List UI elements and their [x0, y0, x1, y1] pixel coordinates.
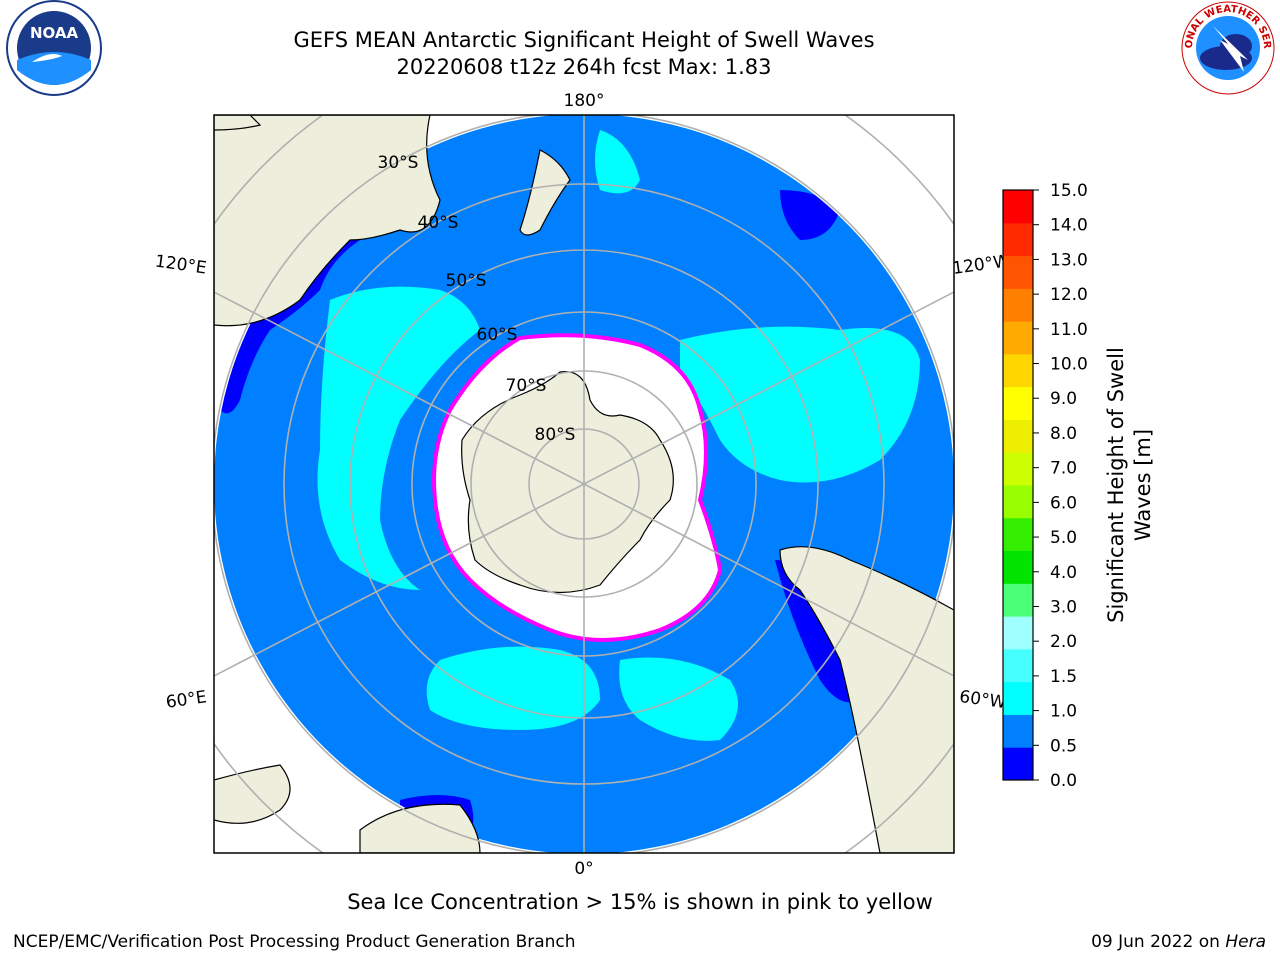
colorbar-swatch [1003, 517, 1033, 552]
date-text: 09 Jun 2022 on Hera [1091, 932, 1266, 952]
map-frame [213, 114, 955, 854]
colorbar-swatch [1003, 648, 1033, 683]
date-value: 09 Jun 2022 on [1091, 932, 1226, 952]
lat-label-40s: 40°S [418, 213, 459, 233]
south-america [779, 546, 954, 853]
colorbar-swatch [1003, 288, 1033, 322]
lat-label-70s: 70°S [506, 376, 547, 396]
colorbar-swatch [1003, 321, 1033, 355]
new-zealand [519, 149, 571, 236]
colorbar-tick-label: 15.0 [1050, 181, 1088, 201]
colorbar-swatch [1003, 714, 1033, 748]
colorbar-tick-label: 14.0 [1050, 216, 1088, 236]
lon-label-60w: 60°W [958, 687, 1007, 713]
colorbar-tick-label: 5.0 [1050, 528, 1077, 548]
colorbar-swatch [1003, 616, 1033, 650]
colorbar-frame [1002, 189, 1034, 781]
colorbar-tick-label: 1.0 [1050, 702, 1077, 722]
lon-label-60e: 60°E [165, 687, 208, 712]
landmasses [214, 115, 954, 853]
lat-label-50s: 50°S [446, 271, 487, 291]
colorbar-tick-label: 6.0 [1050, 493, 1077, 513]
colorbar-tick-label: 4.0 [1050, 563, 1077, 583]
lat-label-30s: 30°S [378, 153, 419, 173]
colorbar-swatch [1003, 255, 1033, 289]
machine-name: Hera [1225, 932, 1266, 952]
colorbar-tick-label: 9.0 [1050, 389, 1077, 409]
lon-label-0: 0° [574, 859, 593, 879]
colorbar: 15.0 14.0 13.0 12.0 11.0 10.0 9.0 8.0 7.0 6.0 5.0 4… [1002, 181, 1088, 791]
australia [214, 115, 441, 327]
colorbar-swatch [1003, 190, 1033, 224]
longitude-grid [214, 115, 954, 853]
colorbar-swatch [1003, 550, 1033, 584]
colorbar-tick-label: 11.0 [1050, 320, 1088, 340]
colorbar-tick-label: 12.0 [1050, 285, 1088, 305]
colorbar-swatch [1003, 222, 1033, 257]
colorbar-swatch [1003, 747, 1033, 781]
noaa-logo-text: NOAA [30, 24, 79, 42]
africa [214, 764, 481, 853]
colorbar-swatch [1003, 386, 1033, 420]
noaa-logo-icon: NOAA [6, 0, 102, 96]
colorbar-tick-label: 1.5 [1050, 667, 1077, 687]
antarctica [461, 370, 674, 594]
colorbar-label-line1: Significant Height of Swell [1104, 347, 1128, 623]
lat-label-80s: 80°S [535, 425, 576, 445]
antarctic-top-left-land [214, 115, 262, 131]
colorbar-tick-label: 2.0 [1050, 632, 1077, 652]
colorbar-swatch [1003, 583, 1033, 617]
colorbar-tick-label: 0.5 [1050, 736, 1077, 756]
lon-label-180: 180° [564, 91, 605, 111]
colorbar-tick-label: 10.0 [1050, 355, 1088, 375]
colorbar-swatch [1003, 681, 1033, 715]
nws-logo-icon: NATIONAL WEATHER SERVICE [1178, 0, 1275, 95]
chart-subtitle: 20220608 t12z 264h fcst Max: 1.83 [396, 55, 772, 79]
colorbar-tick-label: 3.0 [1050, 597, 1077, 617]
sea-ice-note: Sea Ice Concentration > 15% is shown in … [347, 890, 933, 914]
colorbar-tick-label: 13.0 [1050, 250, 1088, 270]
colorbar-tick-label: 0.0 [1050, 771, 1077, 791]
lon-label-120e: 120°E [154, 252, 208, 279]
colorbar-swatch [1003, 452, 1033, 486]
credit-text: NCEP/EMC/Verification Post Processing Pr… [13, 932, 576, 952]
colorbar-swatch [1003, 485, 1033, 519]
colorbar-label-line2: Waves [m] [1131, 429, 1155, 541]
colorbar-swatch [1003, 419, 1033, 453]
colorbar-tick-label: 8.0 [1050, 424, 1077, 444]
chart-title: GEFS MEAN Antarctic Significant Height o… [293, 28, 875, 52]
colorbar-swatch [1003, 353, 1033, 388]
lat-label-60s: 60°S [477, 325, 518, 345]
colorbar-tick-label: 7.0 [1050, 459, 1077, 479]
